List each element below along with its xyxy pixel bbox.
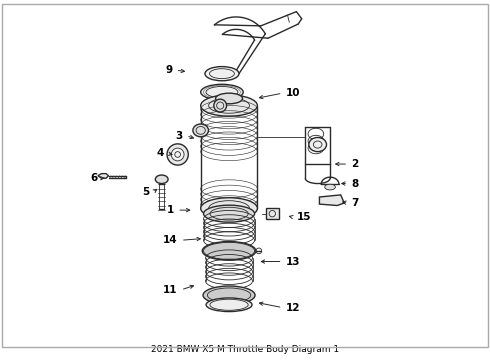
Text: 9: 9 <box>165 65 172 75</box>
Ellipse shape <box>201 95 257 116</box>
Text: 1: 1 <box>167 205 174 215</box>
Text: 13: 13 <box>286 257 300 266</box>
Text: 14: 14 <box>163 235 178 245</box>
Text: 8: 8 <box>351 179 359 189</box>
Ellipse shape <box>205 67 239 81</box>
Ellipse shape <box>202 242 256 260</box>
Text: 15: 15 <box>296 212 311 222</box>
Ellipse shape <box>214 99 226 112</box>
Ellipse shape <box>216 93 243 104</box>
Ellipse shape <box>193 124 208 137</box>
Text: 11: 11 <box>163 285 178 295</box>
Ellipse shape <box>172 148 184 161</box>
Ellipse shape <box>201 198 257 219</box>
Polygon shape <box>319 195 344 206</box>
Ellipse shape <box>167 144 188 165</box>
Text: 12: 12 <box>286 303 300 312</box>
Ellipse shape <box>155 175 168 184</box>
Ellipse shape <box>325 184 335 190</box>
Ellipse shape <box>201 84 243 100</box>
Text: 5: 5 <box>142 188 149 197</box>
Text: 3: 3 <box>176 131 183 141</box>
Text: 7: 7 <box>351 198 359 208</box>
Ellipse shape <box>203 286 255 305</box>
Text: 4: 4 <box>156 148 164 158</box>
Text: 2: 2 <box>351 159 359 169</box>
Text: 2021 BMW X5 M Throttle Body Diagram 1: 2021 BMW X5 M Throttle Body Diagram 1 <box>151 345 339 354</box>
Ellipse shape <box>203 205 255 222</box>
FancyBboxPatch shape <box>266 208 279 219</box>
Polygon shape <box>98 174 109 178</box>
Text: 6: 6 <box>91 173 98 183</box>
Text: 10: 10 <box>286 88 300 98</box>
Ellipse shape <box>206 298 252 311</box>
Ellipse shape <box>309 138 326 152</box>
